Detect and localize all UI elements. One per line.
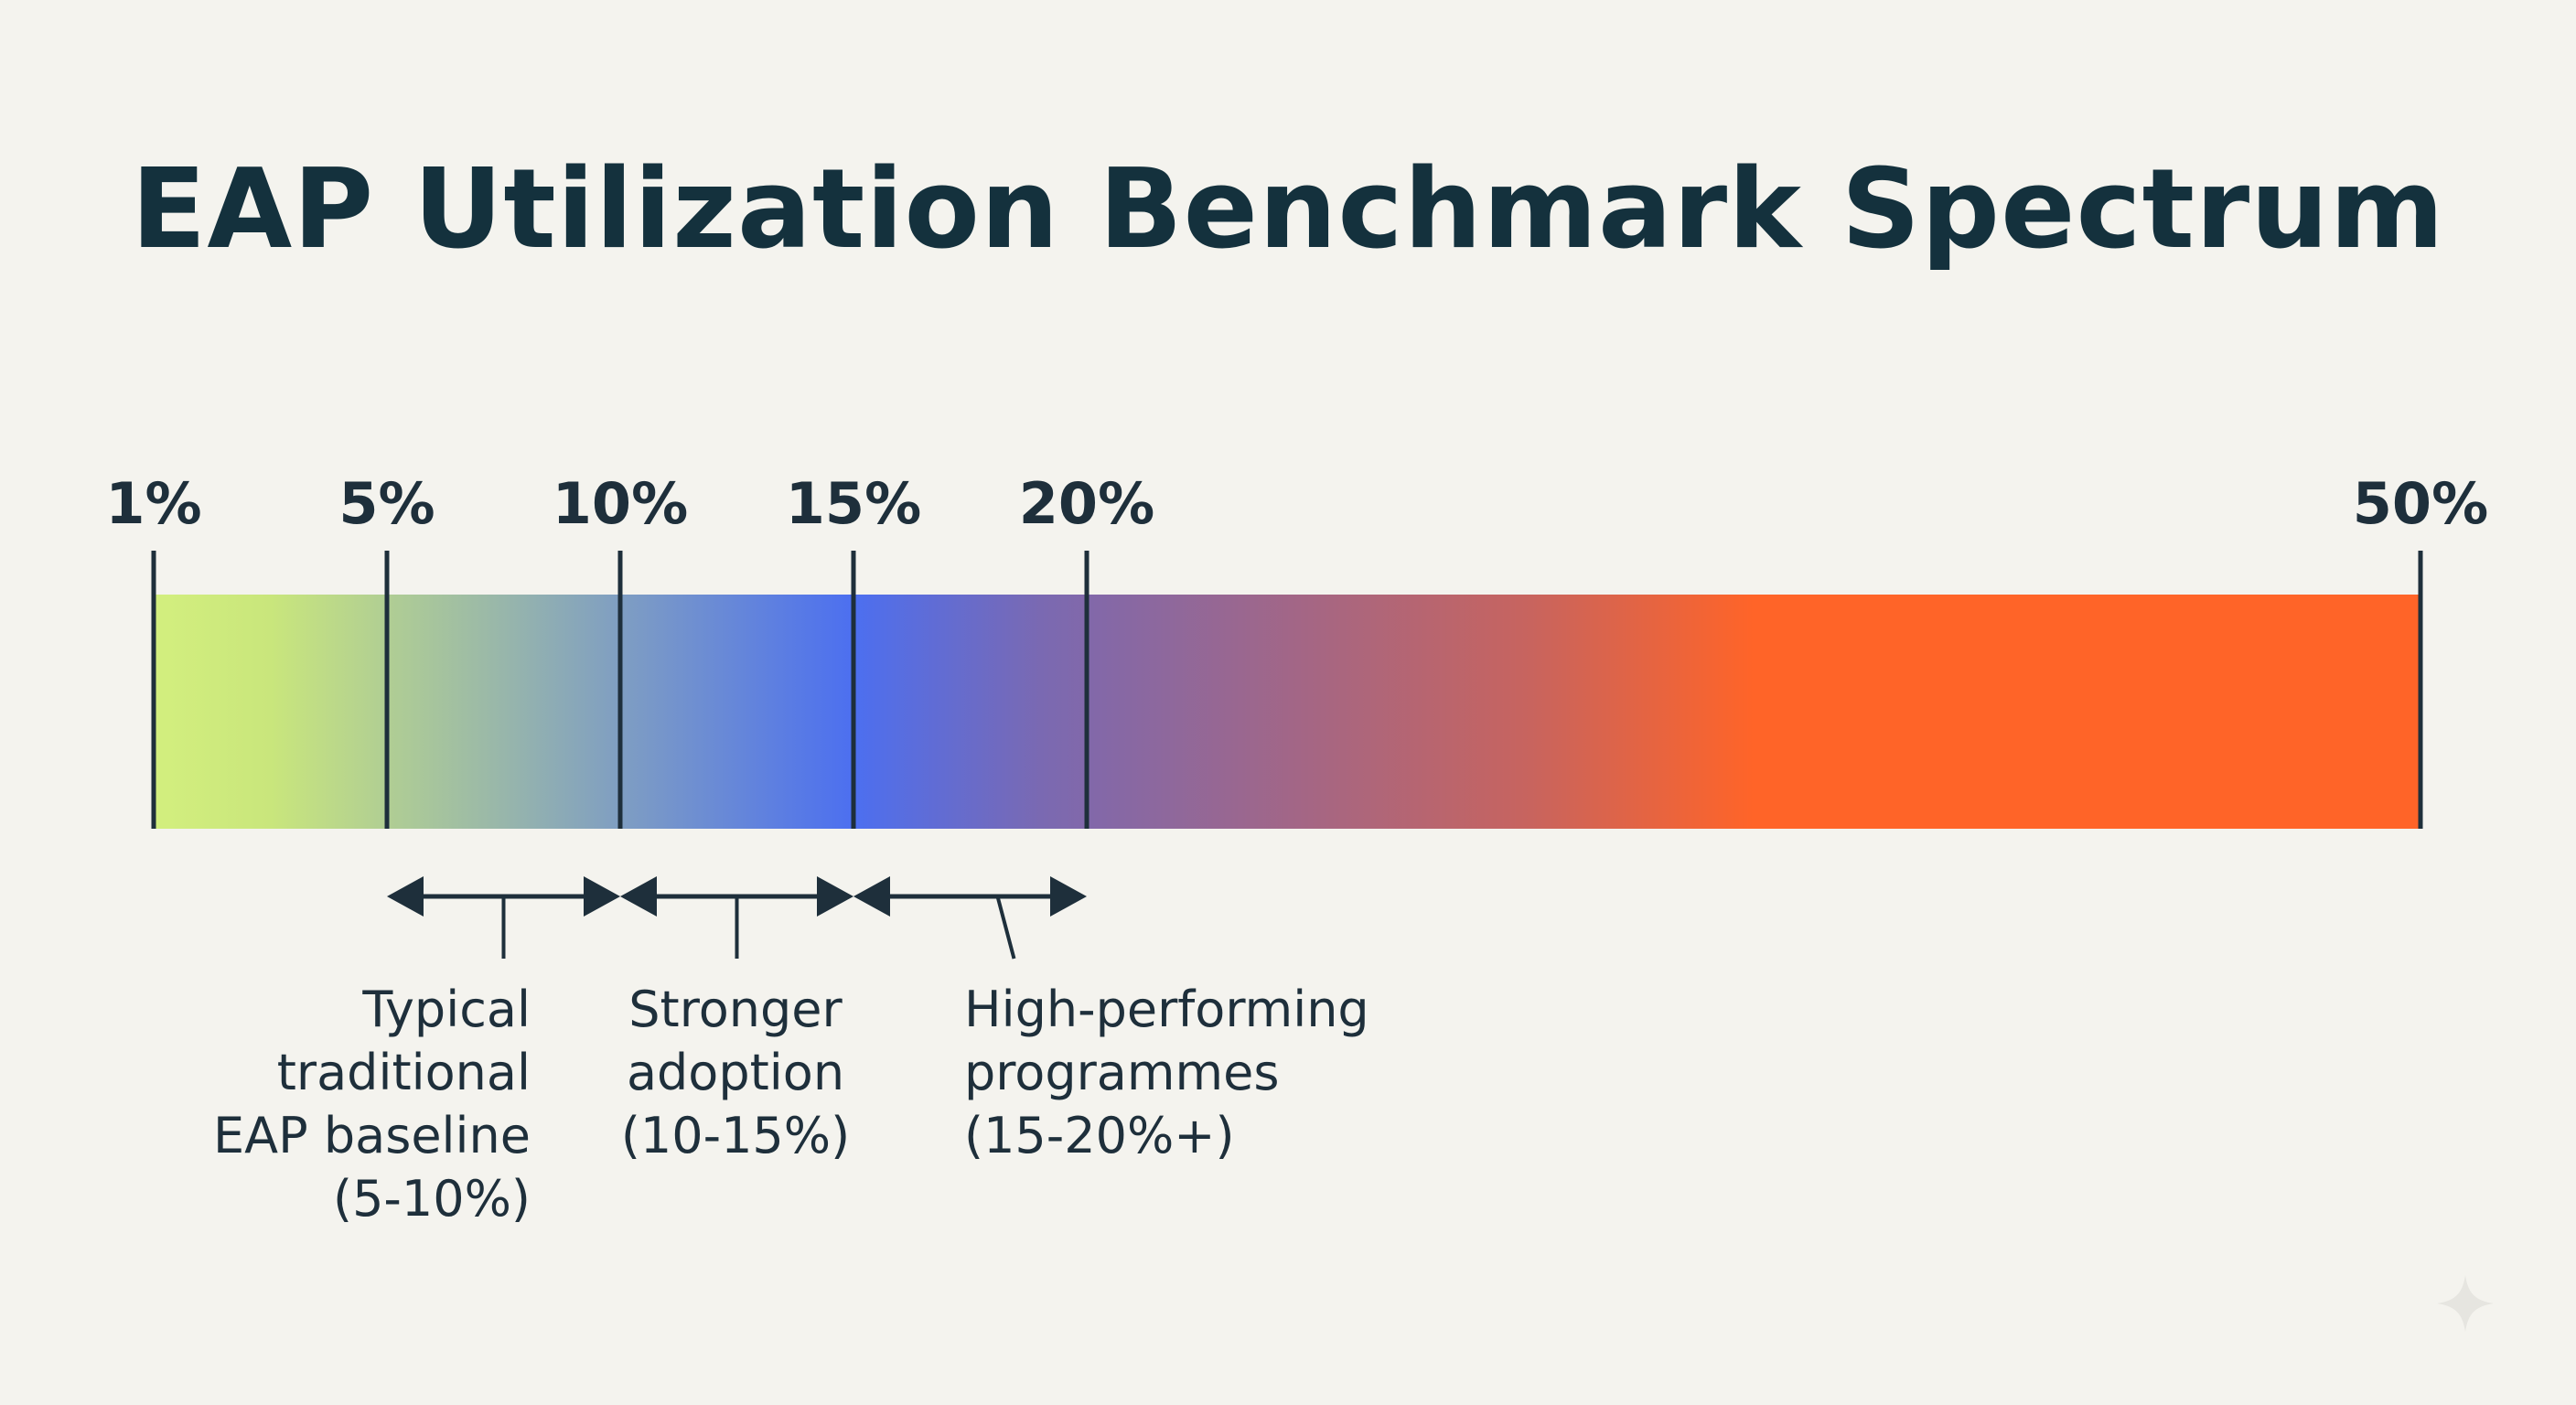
tick-label-1: 1% [105, 470, 201, 537]
spectrum-bar [154, 595, 2420, 829]
range-label-line: Stronger [628, 981, 843, 1038]
range-label-line: adoption [627, 1044, 844, 1101]
range-group: Typical traditional EAP baseline (5-10%) Str… [213, 876, 1369, 1228]
tick-label-20: 20% [1019, 470, 1154, 537]
range-arrow-left [620, 876, 657, 917]
range-label-line: (15-20%+) [964, 1107, 1235, 1164]
range-arrow-right [817, 876, 853, 917]
range-arrow-right [584, 876, 620, 917]
range-leader [995, 896, 1016, 960]
range-label-line: traditional [277, 1044, 531, 1101]
tick-label-5: 5% [338, 470, 435, 537]
range-label-line: High-performing [964, 981, 1369, 1038]
range-bracket-5-10: Typical traditional EAP baseline (5-10%) [213, 876, 620, 1228]
range-label-line: Typical [361, 981, 531, 1038]
range-arrow-left [387, 876, 424, 917]
tick-label-15: 15% [786, 470, 921, 537]
tick-label-10: 10% [553, 470, 688, 537]
tick-group: 1% 5% 10% 15% 20% 50% [105, 470, 2488, 829]
sparkle-icon [2437, 1275, 2494, 1332]
tick-label-50: 50% [2353, 470, 2488, 537]
range-arrow-left [853, 876, 890, 917]
range-label-line: programmes [964, 1044, 1279, 1101]
range-bracket-15-20: High-performing programmes (15-20%+) [853, 876, 1369, 1164]
range-label-line: (5-10%) [333, 1170, 531, 1228]
range-bracket-10-15: Stronger adoption (10-15%) [620, 876, 853, 1164]
page-title: EAP Utilization Benchmark Spectrum [131, 146, 2445, 273]
range-label-line: (10-15%) [621, 1107, 850, 1164]
range-arrow-right [1050, 876, 1087, 917]
range-label-line: EAP baseline [213, 1107, 531, 1164]
